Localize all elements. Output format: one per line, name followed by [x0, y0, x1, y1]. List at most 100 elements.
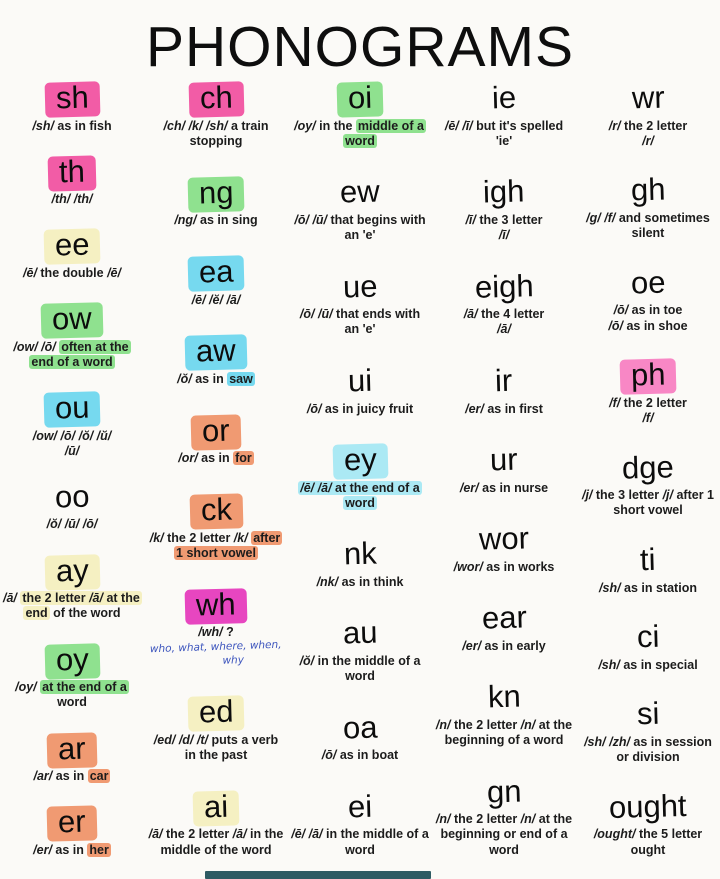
phonogram-desc: /n/ the 2 letter /n/ at the beginning of… — [435, 717, 573, 748]
highlighted-phonogram: oy — [44, 641, 100, 679]
phonogram: ur — [489, 441, 519, 478]
phonogram: ie — [491, 79, 517, 116]
highlighted-phonogram: wh — [184, 586, 248, 625]
phonogram-head: dge — [576, 449, 720, 487]
highlighted-phonogram: ck — [189, 492, 243, 530]
phonogram-head: ti — [576, 542, 720, 579]
phonogram-entry-ay: ay/ā/ the 2 letter /ā/ at the end of the… — [0, 552, 144, 622]
phonogram-desc: /ar/ as in car — [33, 769, 111, 784]
highlighted-phonogram: ea — [187, 254, 245, 292]
phonogram-head: ought — [576, 788, 720, 826]
desc-highlight: after 1 short vowel — [174, 530, 283, 560]
phonogram: kn — [487, 678, 521, 715]
phonogram-entry-ought: ought/ought/ the 5 letter ought — [576, 788, 720, 858]
phonogram-desc: /ow/ /ō/ often at the end of a word — [13, 339, 131, 369]
phonogram-desc: /ed/ /d/ /t/ puts a verb in the past — [153, 732, 279, 763]
phonogram-head: ei — [288, 788, 432, 826]
phonogram-head: ng — [144, 174, 288, 212]
phonogram: eigh — [474, 267, 534, 305]
phonogram: ei — [347, 788, 373, 825]
phonogram-column-5: wr/r/ the 2 letter/r/gh/g/ /f/ and somet… — [576, 80, 720, 868]
phonogram-head: oa — [288, 709, 432, 747]
phonogram-entry-ch: ch/ch/ /k/ /sh/ a train stopping — [144, 80, 288, 149]
phonogram-desc: /er/ as in early — [462, 638, 546, 653]
phonogram-desc: /ō/ /ū/ that ends with an 'e' — [299, 307, 421, 337]
highlighted-phonogram: ow — [40, 301, 104, 339]
phonogram-entry-ng: ng/ng/ as in sing — [144, 174, 288, 229]
phonogram-column-3: oi/oy/ in the middle of a word ew/ō/ /ū/ … — [288, 80, 432, 868]
highlighted-phonogram: th — [47, 153, 97, 191]
phonogram-desc: /ow/ /ō/ /ŏ/ /ŭ//ū/ — [32, 428, 112, 458]
phonogram-head: oe — [576, 264, 720, 302]
phonogram-grid: sh/sh/ as in fish th/th/ /th/ee/ē/ the do… — [0, 79, 720, 868]
phonogram: ear — [481, 599, 527, 636]
phonogram: ui — [347, 362, 373, 399]
phonogram-head: wh — [144, 586, 288, 625]
phonogram: wor — [478, 520, 530, 557]
highlighted-phonogram: ed — [187, 694, 245, 732]
phonogram-entry-gn: gn/n/ the 2 letter /n/ at the beginning … — [432, 773, 576, 858]
phonogram: au — [342, 615, 378, 651]
phonogram-desc: /ā/ the 4 letter/ā/ — [463, 307, 545, 337]
phonogram-desc: /wh/ ? — [198, 625, 234, 640]
highlighted-phonogram: ay — [44, 552, 100, 590]
phonogram-entry-si: si/sh/ /zh/ as in session or division — [576, 696, 720, 765]
phonogram-desc: /nk/ as in think — [316, 574, 404, 589]
phonogram-entry-ti: ti/sh/ as in station — [576, 542, 720, 596]
highlighted-phonogram: sh — [44, 80, 100, 118]
phonogram-head: ee — [0, 227, 144, 265]
phonogram-head: si — [576, 696, 720, 733]
phonogram: dge — [621, 449, 675, 486]
phonogram-entry-ea: ea/ē/ /ĕ/ /ā/ — [144, 254, 288, 308]
phonogram-desc: /sh/ as in station — [599, 580, 697, 595]
phonogram-desc: /th/ /th/ — [51, 192, 93, 207]
highlighted-phonogram: ar — [46, 730, 98, 768]
phonogram-head: oo — [0, 478, 144, 516]
highlighted-phonogram: aw — [184, 333, 248, 371]
phonogram-head: or — [144, 412, 288, 450]
phonogram-entry-aw: aw/ŏ/ as in saw — [144, 333, 288, 387]
phonogram-desc: /ch/ /k/ /sh/ a train stopping — [163, 118, 269, 148]
phonogram-entry-sh: sh/sh/ as in fish — [0, 80, 144, 134]
phonogram-entry-ew: ew/ō/ /ū/ that begins with an 'e' — [288, 174, 432, 243]
phonogram-entry-ar: ar/ar/ as in car — [0, 730, 144, 785]
phonogram-desc: /n/ the 2 letter /n/ at the beginning or… — [435, 812, 573, 857]
phonogram-head: ir — [432, 362, 576, 400]
desc-highlight: for — [233, 451, 254, 466]
page-title: PHONOGRAMS — [145, 15, 575, 79]
phonogram-entry-ed: ed/ed/ /d/ /t/ puts a verb in the past — [144, 694, 288, 763]
phonogram-head: ay — [0, 552, 144, 590]
phonogram-column-1: sh/sh/ as in fish th/th/ /th/ee/ē/ the do… — [0, 80, 144, 868]
highlighted-phonogram: ey — [332, 442, 388, 480]
phonogram: oa — [342, 709, 378, 746]
phonogram-head: nk — [288, 536, 432, 573]
handwriting-note: who, what, where, when, why — [149, 639, 282, 667]
phonogram-desc: /g/ /f/ and sometimes silent — [586, 210, 710, 241]
phonogram-entry-oe: oe/ō/ as in toe/ō/ as in shoe — [576, 264, 720, 334]
phonogram-head: ar — [0, 730, 144, 768]
desc-highlight: /ē/ /ā/ at the end of a word — [298, 480, 422, 510]
phonogram-head: oy — [0, 641, 144, 679]
phonogram-desc: /ŏ/ in the middle of a word — [299, 654, 421, 684]
phonogram: gh — [630, 171, 666, 208]
phonogram-desc: /or/ as in for — [178, 451, 254, 466]
phonogram-head: oi — [288, 80, 432, 118]
phonogram-head: igh — [432, 174, 576, 211]
phonogram-desc: /oy/ at the end of a word — [15, 680, 129, 710]
phonogram-head: er — [0, 804, 144, 842]
phonogram: ir — [494, 362, 514, 399]
phonogram-desc: /ē/ /ā/ in the middle of a word — [291, 827, 429, 857]
phonogram-head: ow — [0, 301, 144, 339]
highlighted-phonogram: ou — [43, 390, 101, 428]
phonogram-desc: /ē/ /ĕ/ /ā/ — [191, 292, 241, 307]
desc-highlight: car — [87, 769, 111, 784]
phonogram-desc: /ō/ as in toe/ō/ as in shoe — [608, 303, 688, 333]
phonogram-entry-oy: oy/oy/ at the end of a word — [0, 641, 144, 711]
desc-highlight: middle of a word — [343, 118, 426, 148]
phonogram-entry-ey: ey/ē/ /ā/ at the end of a word — [288, 442, 432, 512]
phonogram-column-2: ch/ch/ /k/ /sh/ a train stopping ng/ng/ a… — [144, 80, 288, 868]
phonogram-head: ui — [288, 362, 432, 400]
phonogram-desc: /ē/ /ā/ at the end of a word — [291, 480, 429, 512]
phonogram-desc: /ē/ /ī/ but it's spelled 'ie' — [444, 118, 564, 148]
phonogram-head: ear — [432, 599, 576, 637]
